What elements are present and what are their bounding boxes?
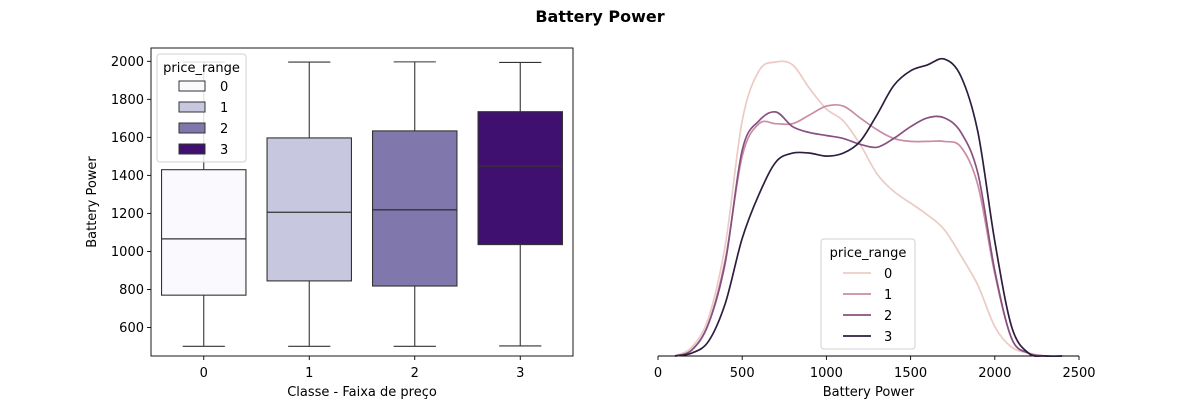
figure-title: Battery Power xyxy=(535,7,664,26)
y-tick-label: 2000 xyxy=(111,55,144,70)
x-axis-label: Classe - Faixa de preço xyxy=(287,385,437,400)
x-tick-label: 500 xyxy=(730,366,755,381)
legend-swatch xyxy=(178,143,206,155)
y-tick-label: 1600 xyxy=(111,131,144,146)
box-0 xyxy=(161,169,247,296)
box-1 xyxy=(266,137,352,282)
x-tick-label: 2 xyxy=(411,366,419,381)
legend-label: 0 xyxy=(884,267,892,282)
y-tick-label: 1400 xyxy=(111,169,144,184)
kde-line-0 xyxy=(674,60,1063,358)
plot-area-frame xyxy=(150,47,574,357)
legend-label: 3 xyxy=(220,143,228,158)
x-tick-label: 1 xyxy=(305,366,313,381)
x-tick-label: 2000 xyxy=(978,366,1011,381)
boxplot-chart: 600 800 1000 1200 1400 1600 1800 2000 0 1 2 3 Classe… xyxy=(85,47,574,400)
x-tick-label: 1500 xyxy=(894,366,927,381)
legend-title: price_range xyxy=(163,61,240,76)
legend-label: 1 xyxy=(220,101,228,116)
x-tick-label: 2500 xyxy=(1062,366,1095,381)
kde-chart: 0 500 1000 1500 2000 2500 Battery Power price_r… xyxy=(654,57,1096,400)
legend-swatch xyxy=(178,101,206,113)
box-3 xyxy=(477,111,563,246)
box-2 xyxy=(371,130,458,287)
y-tick-label: 1000 xyxy=(111,245,144,260)
legend-swatch xyxy=(178,122,206,134)
x-tick-label: 0 xyxy=(200,366,208,381)
kde-line-3 xyxy=(674,57,1063,358)
x-tick-label: 1000 xyxy=(810,366,843,381)
legend-label: 1 xyxy=(884,288,892,303)
legend-label: 0 xyxy=(220,80,228,95)
x-axis-label: Battery Power xyxy=(823,385,915,400)
legend-label: 2 xyxy=(220,122,228,137)
y-tick-label: 600 xyxy=(119,321,144,336)
y-tick-label: 800 xyxy=(119,283,144,298)
legend-label: 2 xyxy=(884,309,892,324)
x-tick-label: 0 xyxy=(654,366,662,381)
kde-line-2 xyxy=(674,110,1063,358)
y-tick-label: 1200 xyxy=(111,207,144,222)
legend-title: price_range xyxy=(830,246,907,261)
y-axis-label: Battery Power xyxy=(85,156,100,248)
y-tick-label: 1800 xyxy=(111,93,144,108)
legend-swatch xyxy=(178,80,206,92)
x-tick-label: 3 xyxy=(516,366,524,381)
legend-label: 3 xyxy=(884,330,892,345)
